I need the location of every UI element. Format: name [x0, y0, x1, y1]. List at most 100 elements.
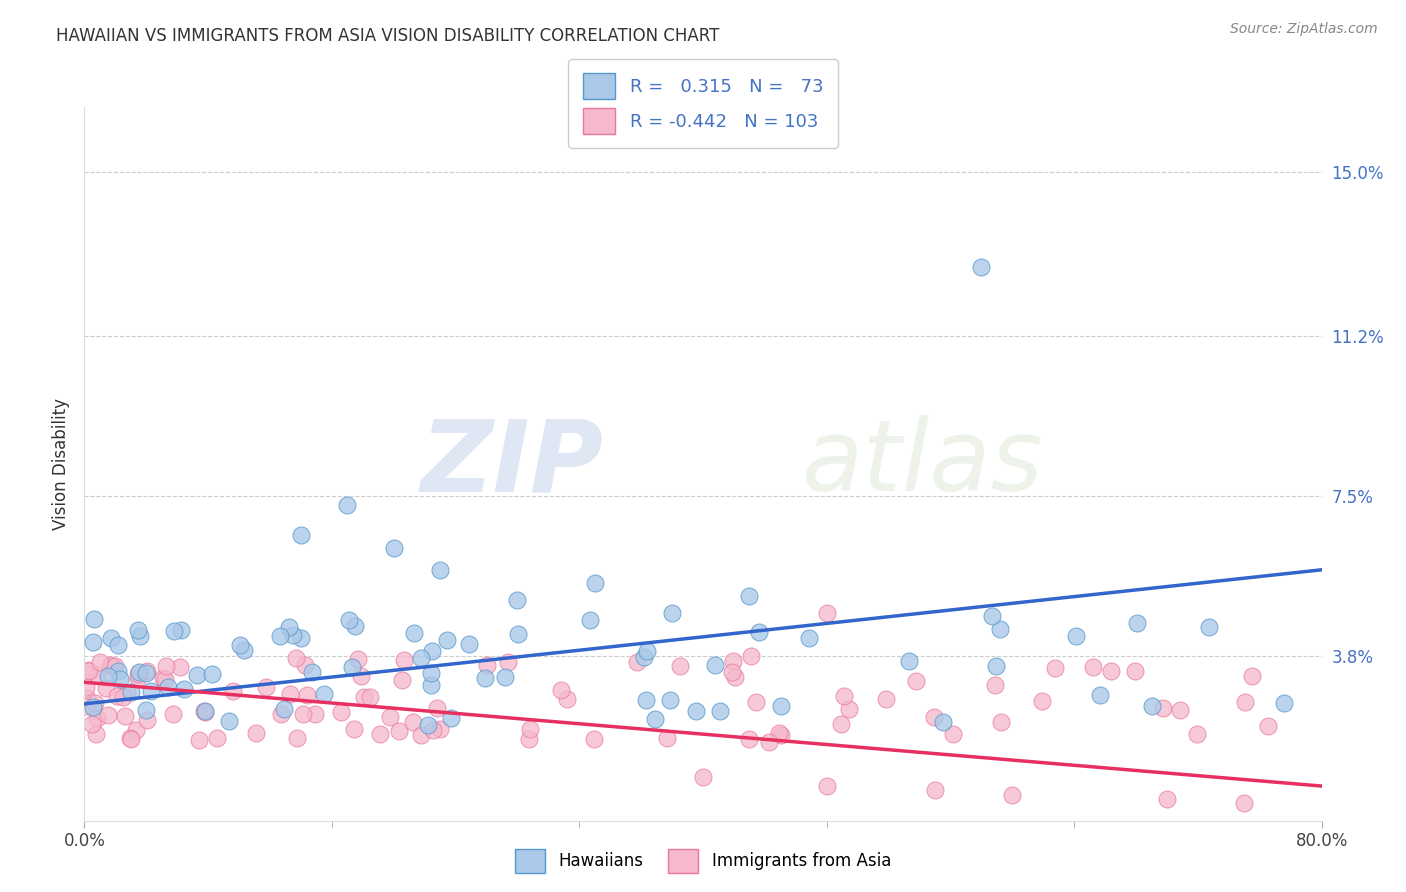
Point	[924, 783, 946, 797]
Point	[193, 704, 215, 718]
Point	[931, 714, 953, 729]
Point	[135, 666, 157, 681]
Point	[290, 631, 312, 645]
Point	[738, 589, 761, 603]
Point	[519, 732, 541, 747]
Point	[221, 684, 243, 698]
Point	[988, 622, 1011, 636]
Point	[285, 731, 308, 746]
Point	[135, 703, 157, 717]
Point	[84, 727, 107, 741]
Point	[745, 695, 768, 709]
Point	[245, 726, 267, 740]
Point	[904, 673, 927, 688]
Point	[1233, 797, 1256, 811]
Legend: R =   0.315   N =   73, R = -0.442   N = 103: R = 0.315 N = 73, R = -0.442 N = 103	[568, 59, 838, 148]
Point	[508, 627, 530, 641]
Point	[768, 725, 790, 739]
Point	[82, 699, 104, 714]
Point	[100, 632, 122, 646]
Point	[387, 724, 409, 739]
Point	[118, 731, 141, 745]
Point	[420, 666, 443, 681]
Point	[278, 687, 301, 701]
Point	[121, 684, 143, 698]
Point	[278, 620, 301, 634]
Point	[838, 702, 860, 716]
Point	[108, 672, 131, 686]
Point	[636, 692, 658, 706]
Legend: Hawaiians, Immigrants from Asia: Hawaiians, Immigrants from Asia	[509, 842, 897, 880]
Point	[721, 654, 744, 668]
Point	[984, 678, 1007, 692]
Point	[96, 708, 118, 723]
Point	[970, 260, 993, 274]
Point	[127, 671, 149, 685]
Point	[980, 608, 1002, 623]
Point	[129, 629, 152, 643]
Point	[557, 691, 579, 706]
Point	[127, 667, 149, 681]
Point	[340, 659, 363, 673]
Point	[77, 664, 100, 678]
Point	[284, 650, 307, 665]
Point	[815, 779, 838, 793]
Point	[402, 626, 425, 640]
Point	[942, 727, 965, 741]
Point	[429, 722, 451, 736]
Point	[704, 657, 727, 672]
Point	[337, 613, 360, 627]
Point	[409, 651, 432, 665]
Point	[748, 625, 770, 640]
Point	[1257, 719, 1279, 733]
Point	[188, 732, 211, 747]
Point	[668, 658, 690, 673]
Point	[229, 638, 252, 652]
Point	[155, 673, 177, 687]
Point	[1152, 701, 1174, 715]
Point	[344, 618, 367, 632]
Point	[107, 664, 129, 678]
Point	[112, 690, 135, 705]
Point	[1272, 696, 1295, 710]
Text: HAWAIIAN VS IMMIGRANTS FROM ASIA VISION DISABILITY CORRELATION CHART: HAWAIIAN VS IMMIGRANTS FROM ASIA VISION …	[56, 27, 720, 45]
Point	[661, 606, 683, 620]
Point	[1043, 660, 1066, 674]
Point	[1123, 664, 1146, 678]
Point	[114, 709, 136, 723]
Point	[353, 690, 375, 704]
Point	[86, 711, 108, 725]
Point	[115, 685, 138, 699]
Point	[82, 717, 104, 731]
Point	[73, 699, 96, 714]
Point	[139, 683, 162, 698]
Point	[644, 712, 666, 726]
Point	[186, 668, 208, 682]
Point	[76, 691, 98, 706]
Point	[1031, 694, 1053, 708]
Point	[105, 689, 128, 703]
Point	[350, 668, 373, 682]
Point	[897, 654, 920, 668]
Point	[830, 717, 852, 731]
Point	[1233, 695, 1256, 709]
Point	[721, 665, 744, 679]
Point	[769, 728, 792, 742]
Point	[658, 693, 681, 707]
Point	[692, 771, 714, 785]
Point	[101, 658, 124, 673]
Point	[1168, 703, 1191, 717]
Point	[440, 711, 463, 725]
Point	[769, 699, 792, 714]
Text: Source: ZipAtlas.com: Source: ZipAtlas.com	[1230, 22, 1378, 37]
Text: ZIP: ZIP	[420, 416, 605, 512]
Point	[294, 658, 316, 673]
Point	[1001, 788, 1024, 802]
Point	[498, 655, 520, 669]
Point	[83, 696, 105, 710]
Point	[342, 722, 364, 736]
Point	[1099, 664, 1122, 678]
Point	[709, 704, 731, 718]
Point	[922, 710, 945, 724]
Point	[832, 689, 855, 703]
